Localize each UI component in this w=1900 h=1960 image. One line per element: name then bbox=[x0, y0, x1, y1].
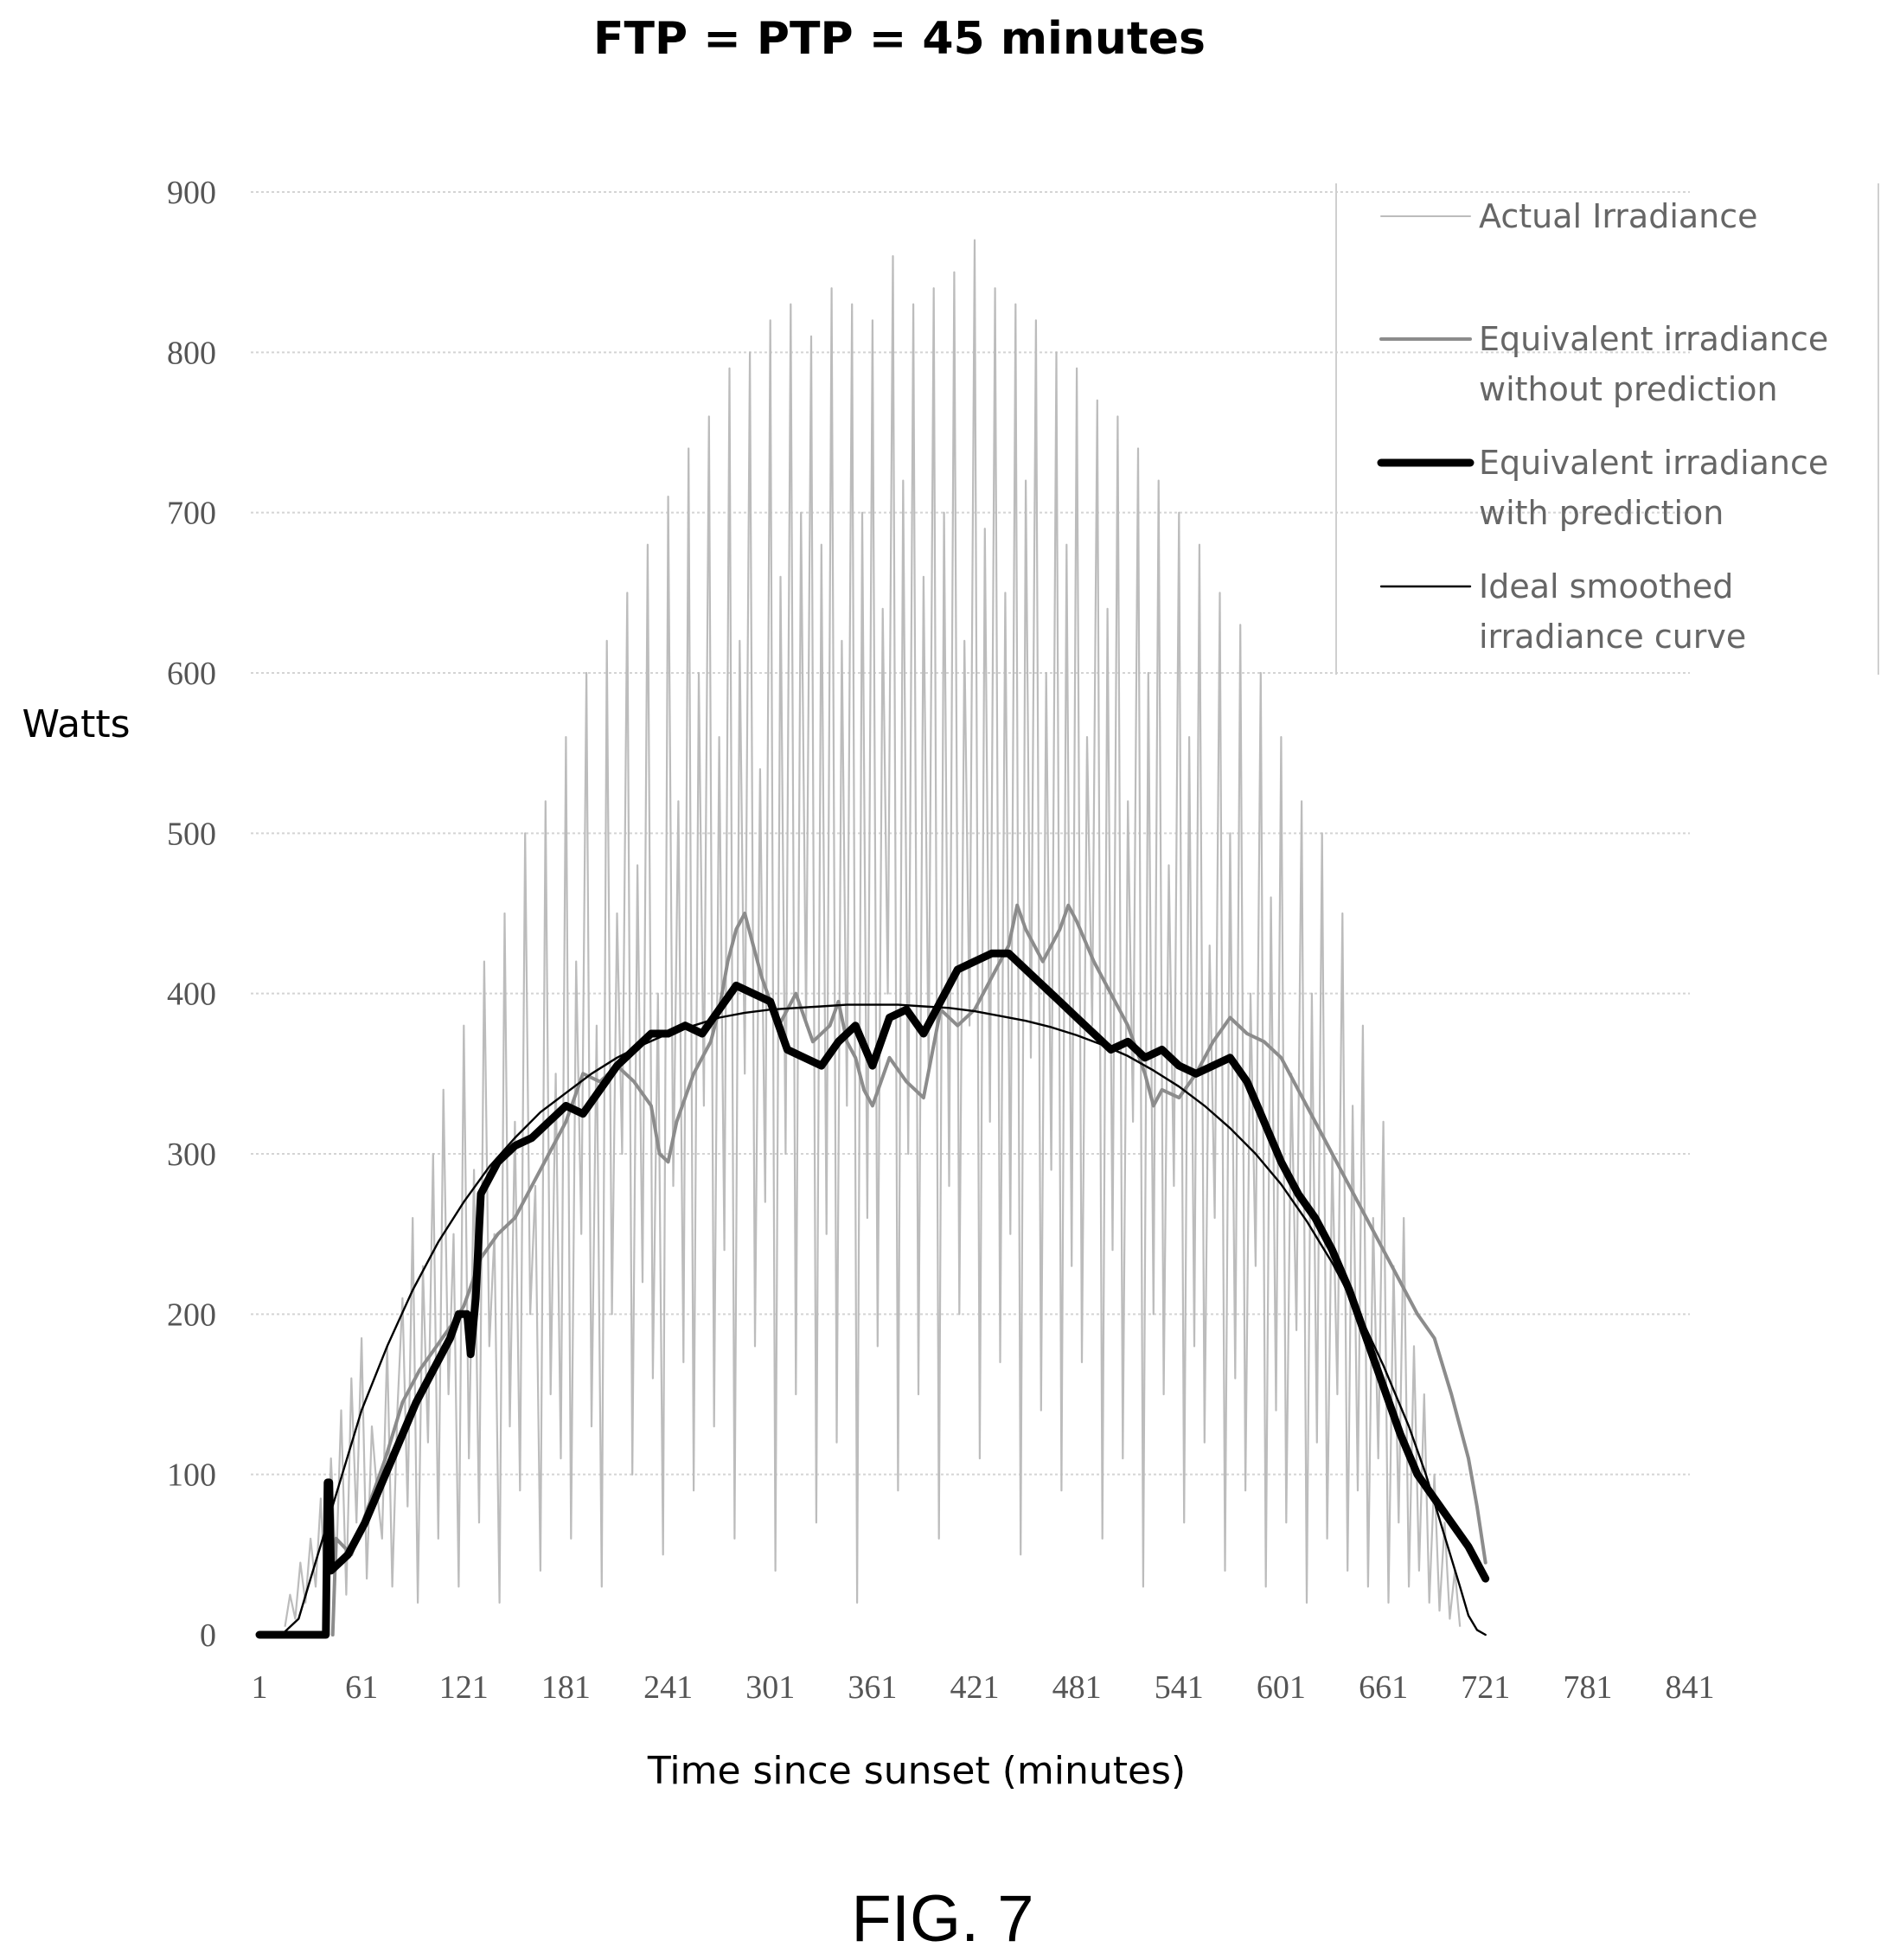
figure-label: FIG. 7 bbox=[851, 1882, 1033, 1956]
y-tick-label: 800 bbox=[167, 335, 216, 371]
x-tick-label: 301 bbox=[745, 1669, 795, 1706]
x-tick-label: 1 bbox=[252, 1669, 268, 1706]
y-tick-label: 300 bbox=[167, 1137, 216, 1173]
x-axis-label: Time since sunset (minutes) bbox=[647, 1749, 1186, 1793]
x-tick-label: 661 bbox=[1359, 1669, 1408, 1706]
x-tick-label: 121 bbox=[439, 1669, 489, 1706]
y-tick-label: 900 bbox=[167, 175, 216, 211]
x-tick-label: 721 bbox=[1461, 1669, 1510, 1706]
x-axis-ticks: 1 61 121 181 241 301 361 421 481 541 601 661 721 781 8… bbox=[252, 1669, 1715, 1706]
x-tick-label: 241 bbox=[643, 1669, 693, 1706]
line-without-prediction bbox=[330, 903, 1487, 1637]
y-tick-label: 700 bbox=[167, 496, 216, 532]
series-actual-irradiance bbox=[284, 239, 1462, 1627]
x-tick-label: 421 bbox=[950, 1669, 1000, 1706]
legend-label-without-prediction: Equivalent irradiance without prediction bbox=[1479, 320, 1828, 408]
x-tick-label: 181 bbox=[541, 1669, 591, 1706]
line-with-prediction bbox=[255, 949, 1490, 1639]
chart-title: FTP = PTP = 45 minutes bbox=[593, 13, 1206, 65]
y-axis-ticks: 0 100 200 300 400 500 600 700 800 900 bbox=[167, 175, 216, 1654]
line-actual-irradiance bbox=[284, 239, 1462, 1627]
legend-label-actual: Actual Irradiance bbox=[1479, 197, 1758, 235]
x-tick-label: 781 bbox=[1563, 1669, 1612, 1706]
legend-label-ideal: Ideal smoothed irradiance curve bbox=[1479, 567, 1746, 656]
y-tick-label: 100 bbox=[167, 1457, 216, 1494]
plot-area: 0 100 200 300 400 500 600 700 800 900 1 61 121 181 24… bbox=[167, 175, 1715, 1706]
series-lines bbox=[255, 903, 1490, 1639]
x-tick-label: 361 bbox=[848, 1669, 897, 1706]
x-tick-label: 601 bbox=[1257, 1669, 1306, 1706]
y-tick-label: 500 bbox=[167, 816, 216, 852]
y-axis-label: Watts bbox=[22, 702, 130, 746]
legend-label-with-prediction: Equivalent irradiance with prediction bbox=[1479, 444, 1828, 532]
x-tick-label: 841 bbox=[1666, 1669, 1715, 1706]
y-tick-label: 200 bbox=[167, 1297, 216, 1333]
x-tick-label: 541 bbox=[1155, 1669, 1204, 1706]
y-tick-label: 400 bbox=[167, 977, 216, 1013]
y-tick-label: 600 bbox=[167, 656, 216, 692]
y-tick-label: 0 bbox=[200, 1617, 216, 1654]
x-tick-label: 61 bbox=[345, 1669, 378, 1706]
legend: Actual Irradiance Equivalent irradiance wi… bbox=[1335, 183, 1879, 675]
x-tick-label: 481 bbox=[1052, 1669, 1102, 1706]
